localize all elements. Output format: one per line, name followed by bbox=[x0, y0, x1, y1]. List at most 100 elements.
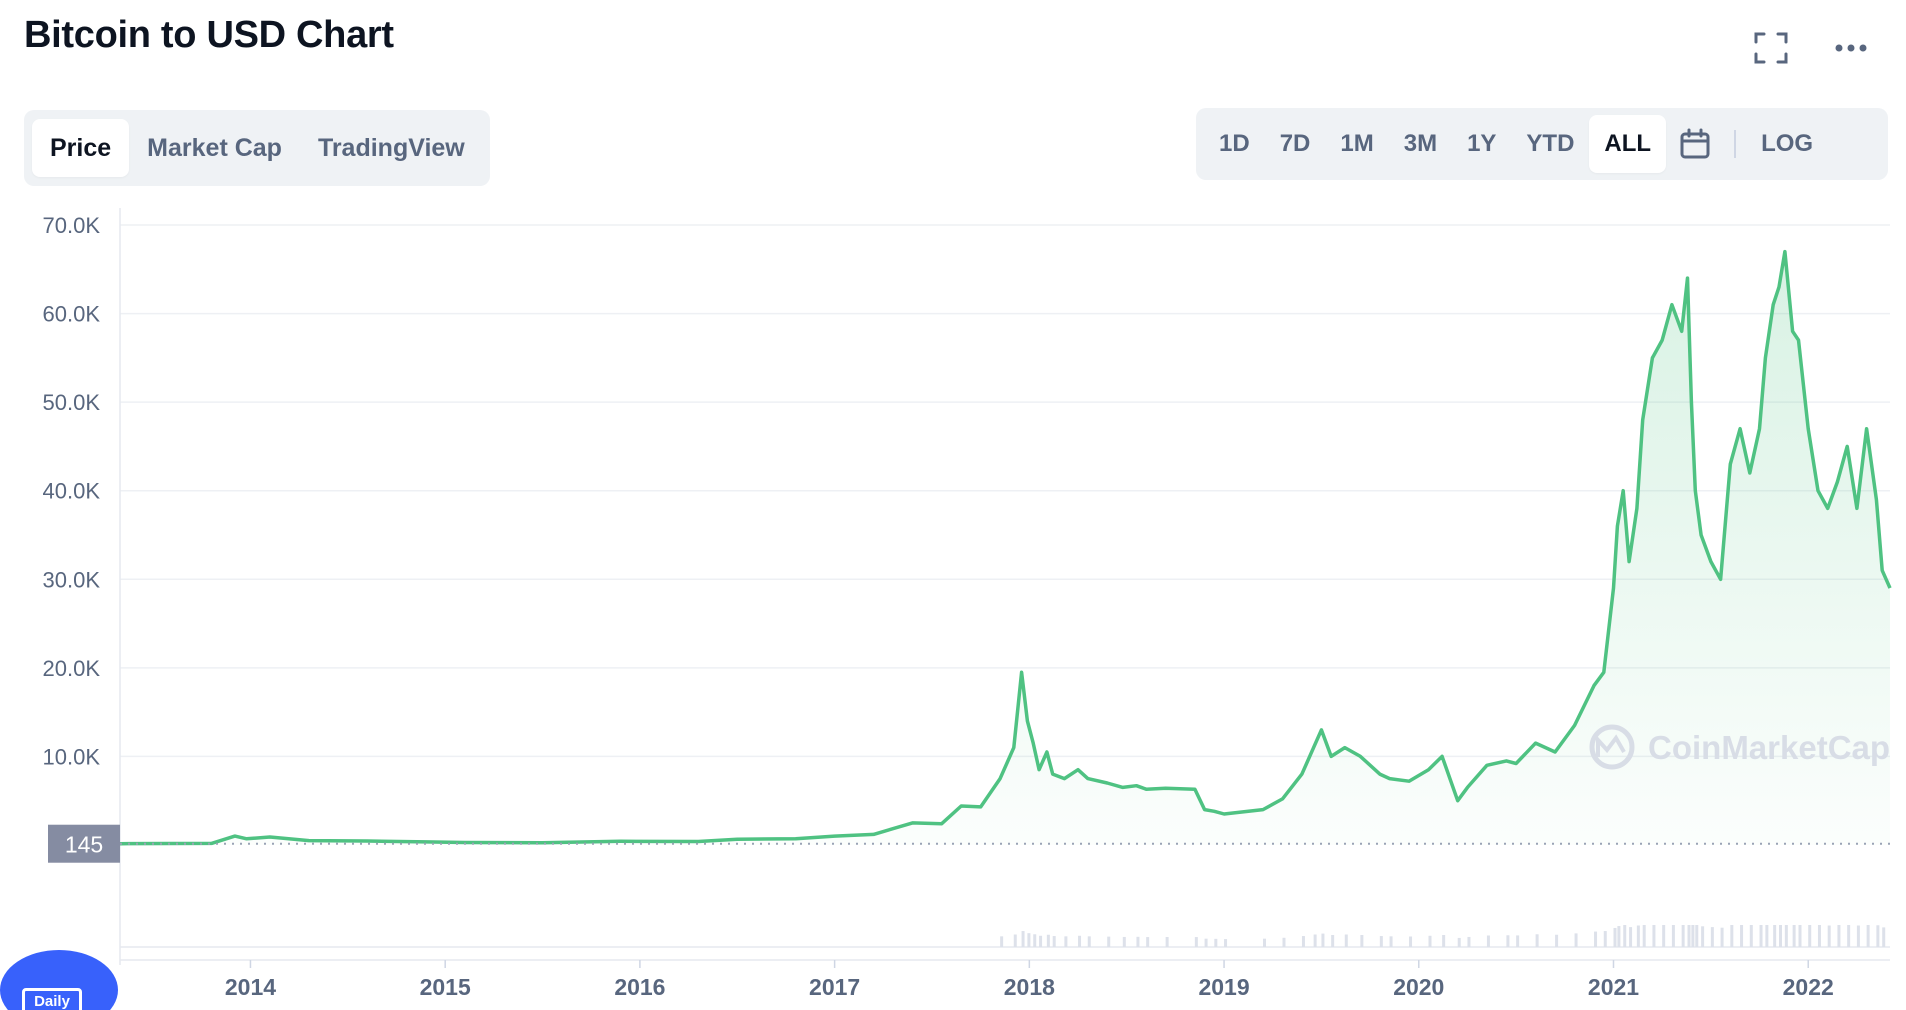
volume-bar bbox=[1617, 926, 1621, 947]
volume-bar bbox=[1194, 937, 1198, 947]
volume-bar bbox=[1486, 935, 1490, 947]
volume-bar bbox=[1535, 934, 1539, 947]
daily-news-label: Daily bbox=[22, 988, 82, 1010]
watermark: CoinMarketCap bbox=[1589, 724, 1890, 770]
calendar-icon[interactable] bbox=[1666, 115, 1724, 173]
volume-bar bbox=[1720, 927, 1724, 947]
tab-market-cap[interactable]: Market Cap bbox=[147, 133, 282, 162]
volume-bar bbox=[1817, 925, 1821, 947]
x-tick-label: 2016 bbox=[614, 974, 665, 1000]
volume-bar bbox=[1555, 934, 1559, 947]
volume-bar bbox=[1442, 935, 1446, 947]
price-area bbox=[120, 251, 1890, 846]
watermark-text: CoinMarketCap bbox=[1648, 729, 1890, 766]
volume-bar bbox=[1321, 933, 1325, 947]
range-ytd[interactable]: YTD bbox=[1526, 130, 1575, 157]
page-title: Bitcoin to USD Chart bbox=[24, 14, 394, 56]
tab-price[interactable]: Price bbox=[32, 119, 130, 177]
volume-bar bbox=[1792, 925, 1796, 947]
volume-bar bbox=[1046, 934, 1050, 947]
volume-bar bbox=[1107, 936, 1111, 947]
volume-bar bbox=[1506, 935, 1510, 947]
volume-bar bbox=[1136, 936, 1140, 947]
volume-bar bbox=[1876, 925, 1880, 947]
volume-bar bbox=[1671, 925, 1675, 947]
volume-bar bbox=[1389, 936, 1393, 947]
fullscreen-icon[interactable] bbox=[1747, 28, 1795, 68]
volume-bar bbox=[1687, 925, 1691, 947]
volume-bar bbox=[1033, 934, 1037, 947]
volume-bar bbox=[1765, 925, 1769, 947]
volume-bar bbox=[1027, 933, 1031, 947]
volume-bar bbox=[1701, 926, 1705, 947]
y-tick-label: 70.0K bbox=[43, 213, 101, 238]
volume-bar bbox=[1662, 925, 1666, 947]
volume-bar bbox=[1122, 936, 1126, 947]
volume-bar bbox=[1146, 937, 1150, 947]
volume-bar bbox=[1021, 931, 1025, 947]
x-tick-label: 2019 bbox=[1198, 974, 1249, 1000]
range-1m[interactable]: 1M bbox=[1340, 130, 1374, 157]
volume-bar bbox=[1623, 925, 1627, 947]
price-marker-box bbox=[48, 824, 120, 863]
range-1d[interactable]: 1D bbox=[1219, 130, 1250, 157]
volume-bar bbox=[1574, 933, 1578, 947]
x-tick-label: 2022 bbox=[1783, 974, 1834, 1000]
range-7d[interactable]: 7D bbox=[1279, 130, 1311, 157]
volume-bar bbox=[1837, 925, 1841, 947]
y-tick-label: 20.0K bbox=[43, 656, 101, 681]
volume-bar bbox=[1313, 934, 1317, 947]
volume-bar bbox=[1214, 938, 1218, 947]
volume-bar bbox=[1856, 925, 1860, 947]
volume-bar bbox=[1730, 925, 1734, 947]
volume-bar bbox=[1360, 935, 1364, 947]
volume-bar bbox=[1613, 927, 1617, 947]
daily-news-badge[interactable] bbox=[0, 950, 118, 1010]
volume-bar bbox=[1165, 937, 1169, 947]
volume-bar bbox=[1263, 938, 1267, 947]
range-all[interactable]: ALL bbox=[1589, 115, 1667, 173]
price-line bbox=[119, 249, 1892, 846]
log-scale-toggle[interactable]: LOG bbox=[1761, 130, 1814, 157]
x-tick-label: 2017 bbox=[809, 974, 860, 1000]
volume-bar bbox=[1457, 937, 1461, 947]
volume-bar bbox=[1301, 936, 1305, 947]
volume-bar bbox=[1428, 935, 1432, 947]
volume-bar bbox=[1013, 934, 1017, 947]
x-tick-label: 2014 bbox=[225, 974, 276, 1000]
volume-bar bbox=[1636, 925, 1640, 947]
volume-bar bbox=[1087, 936, 1091, 947]
volume-bar bbox=[1866, 925, 1870, 947]
volume-bar bbox=[1467, 936, 1471, 947]
volume-bar bbox=[1740, 925, 1744, 947]
volume-bar bbox=[1710, 927, 1714, 947]
volume-bar bbox=[1798, 925, 1802, 947]
volume-bar bbox=[1052, 936, 1056, 947]
volume-bar bbox=[1594, 931, 1598, 947]
range-3m[interactable]: 3M bbox=[1403, 130, 1438, 157]
volume-bar bbox=[1681, 925, 1685, 947]
volume-bar bbox=[1779, 925, 1783, 947]
y-tick-label: 10.0K bbox=[43, 744, 101, 769]
view-tab-group: Price Market Cap TradingView bbox=[24, 110, 490, 186]
x-tick-label: 2020 bbox=[1393, 974, 1444, 1000]
tab-tradingview[interactable]: TradingView bbox=[317, 133, 465, 162]
volume-bar bbox=[1064, 936, 1068, 947]
y-tick-label: 40.0K bbox=[43, 479, 101, 504]
volume-bar bbox=[1000, 936, 1004, 947]
range-1y[interactable]: 1Y bbox=[1467, 130, 1497, 157]
volume-bar bbox=[1379, 936, 1383, 947]
volume-bar bbox=[1773, 925, 1777, 947]
volume-bar bbox=[1039, 935, 1043, 947]
volume-bar bbox=[1409, 936, 1413, 947]
volume-bar bbox=[1808, 925, 1812, 947]
volume-bar bbox=[1603, 931, 1607, 947]
volume-bar bbox=[1204, 938, 1208, 947]
volume-bar bbox=[1882, 927, 1886, 947]
price-marker-label: 145 bbox=[65, 832, 103, 858]
more-dots-icon[interactable] bbox=[1827, 28, 1875, 68]
volume-bar bbox=[1827, 925, 1831, 947]
volume-bar bbox=[1282, 937, 1286, 947]
volume-bar bbox=[1344, 934, 1348, 947]
